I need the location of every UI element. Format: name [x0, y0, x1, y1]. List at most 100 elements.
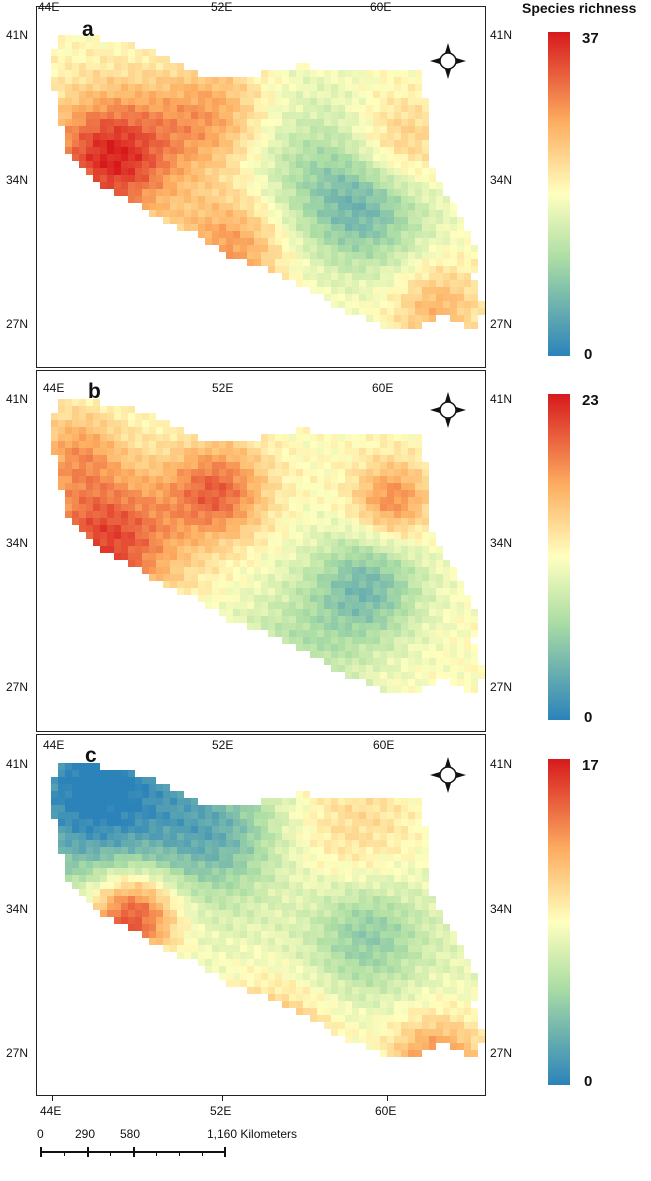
raster-cell [219, 168, 226, 175]
raster-cell [212, 112, 219, 119]
raster-cell [408, 805, 415, 812]
raster-cell [275, 105, 282, 112]
raster-cell [191, 861, 198, 868]
raster-cell [170, 63, 177, 70]
raster-cell [261, 245, 268, 252]
raster-cell [387, 448, 394, 455]
raster-cell [135, 889, 142, 896]
raster-cell [436, 259, 443, 266]
raster-cell [198, 448, 205, 455]
raster-cell [394, 112, 401, 119]
raster-cell [65, 812, 72, 819]
raster-cell [359, 252, 366, 259]
raster-cell [240, 574, 247, 581]
raster-cell [380, 518, 387, 525]
raster-cell [261, 161, 268, 168]
raster-cell [233, 889, 240, 896]
raster-cell [422, 994, 429, 1001]
raster-cell [198, 196, 205, 203]
raster-cell [317, 973, 324, 980]
raster-cell [163, 924, 170, 931]
color-ramp-c [548, 759, 570, 1085]
raster-cell [58, 42, 65, 49]
raster-cell [331, 966, 338, 973]
raster-cell [408, 504, 415, 511]
raster-cell [436, 938, 443, 945]
raster-cell [275, 84, 282, 91]
raster-cell [450, 574, 457, 581]
raster-cell [128, 504, 135, 511]
raster-cell [296, 987, 303, 994]
raster-cell [296, 497, 303, 504]
raster-cell [205, 462, 212, 469]
raster-cell [471, 1008, 478, 1015]
raster-cell [198, 441, 205, 448]
raster-cell [310, 952, 317, 959]
raster-cell [359, 133, 366, 140]
raster-cell [401, 672, 408, 679]
raster-cell [394, 686, 401, 693]
raster-cell [324, 602, 331, 609]
raster-cell [331, 266, 338, 273]
raster-cell [324, 511, 331, 518]
raster-cell [240, 560, 247, 567]
raster-cell [275, 126, 282, 133]
raster-cell [436, 952, 443, 959]
lat-label-left-27n-b: 27N [6, 680, 29, 694]
raster-cell [415, 889, 422, 896]
raster-cell [128, 49, 135, 56]
raster-cell [247, 602, 254, 609]
raster-cell [240, 217, 247, 224]
raster-cell [387, 434, 394, 441]
raster-cell [205, 574, 212, 581]
raster-cell [338, 539, 345, 546]
raster-cell [296, 875, 303, 882]
raster-cell [303, 231, 310, 238]
raster-cell [282, 623, 289, 630]
raster-cell [324, 168, 331, 175]
raster-cell [121, 413, 128, 420]
raster-cell [345, 189, 352, 196]
raster-cell [212, 574, 219, 581]
raster-cell [422, 1015, 429, 1022]
raster-cell [121, 434, 128, 441]
raster-cell [107, 525, 114, 532]
raster-cell [247, 189, 254, 196]
raster-cell [380, 602, 387, 609]
raster-cell [170, 910, 177, 917]
raster-cell [86, 119, 93, 126]
raster-cell [233, 133, 240, 140]
raster-cell [107, 182, 114, 189]
raster-cell [86, 532, 93, 539]
raster-cell [65, 511, 72, 518]
raster-cell [303, 924, 310, 931]
raster-cell [296, 476, 303, 483]
raster-cell [324, 469, 331, 476]
raster-cell [163, 203, 170, 210]
raster-cell [401, 315, 408, 322]
raster-cell [331, 861, 338, 868]
raster-cell [422, 238, 429, 245]
raster-cell [93, 511, 100, 518]
raster-cell [352, 952, 359, 959]
raster-cell [121, 525, 128, 532]
raster-cell [450, 1043, 457, 1050]
raster-cell [380, 322, 387, 329]
raster-cell [345, 595, 352, 602]
raster-cell [72, 112, 79, 119]
raster-cell [380, 497, 387, 504]
raster-cell [240, 245, 247, 252]
raster-cell [415, 679, 422, 686]
raster-cell [366, 189, 373, 196]
raster-cell [296, 259, 303, 266]
raster-cell [373, 259, 380, 266]
raster-cell [177, 84, 184, 91]
raster-cell [471, 987, 478, 994]
raster-cell [352, 98, 359, 105]
raster-cell [352, 483, 359, 490]
raster-cell [415, 175, 422, 182]
raster-cell [177, 119, 184, 126]
raster-cell [408, 567, 415, 574]
raster-cell [282, 854, 289, 861]
raster-cell [233, 476, 240, 483]
